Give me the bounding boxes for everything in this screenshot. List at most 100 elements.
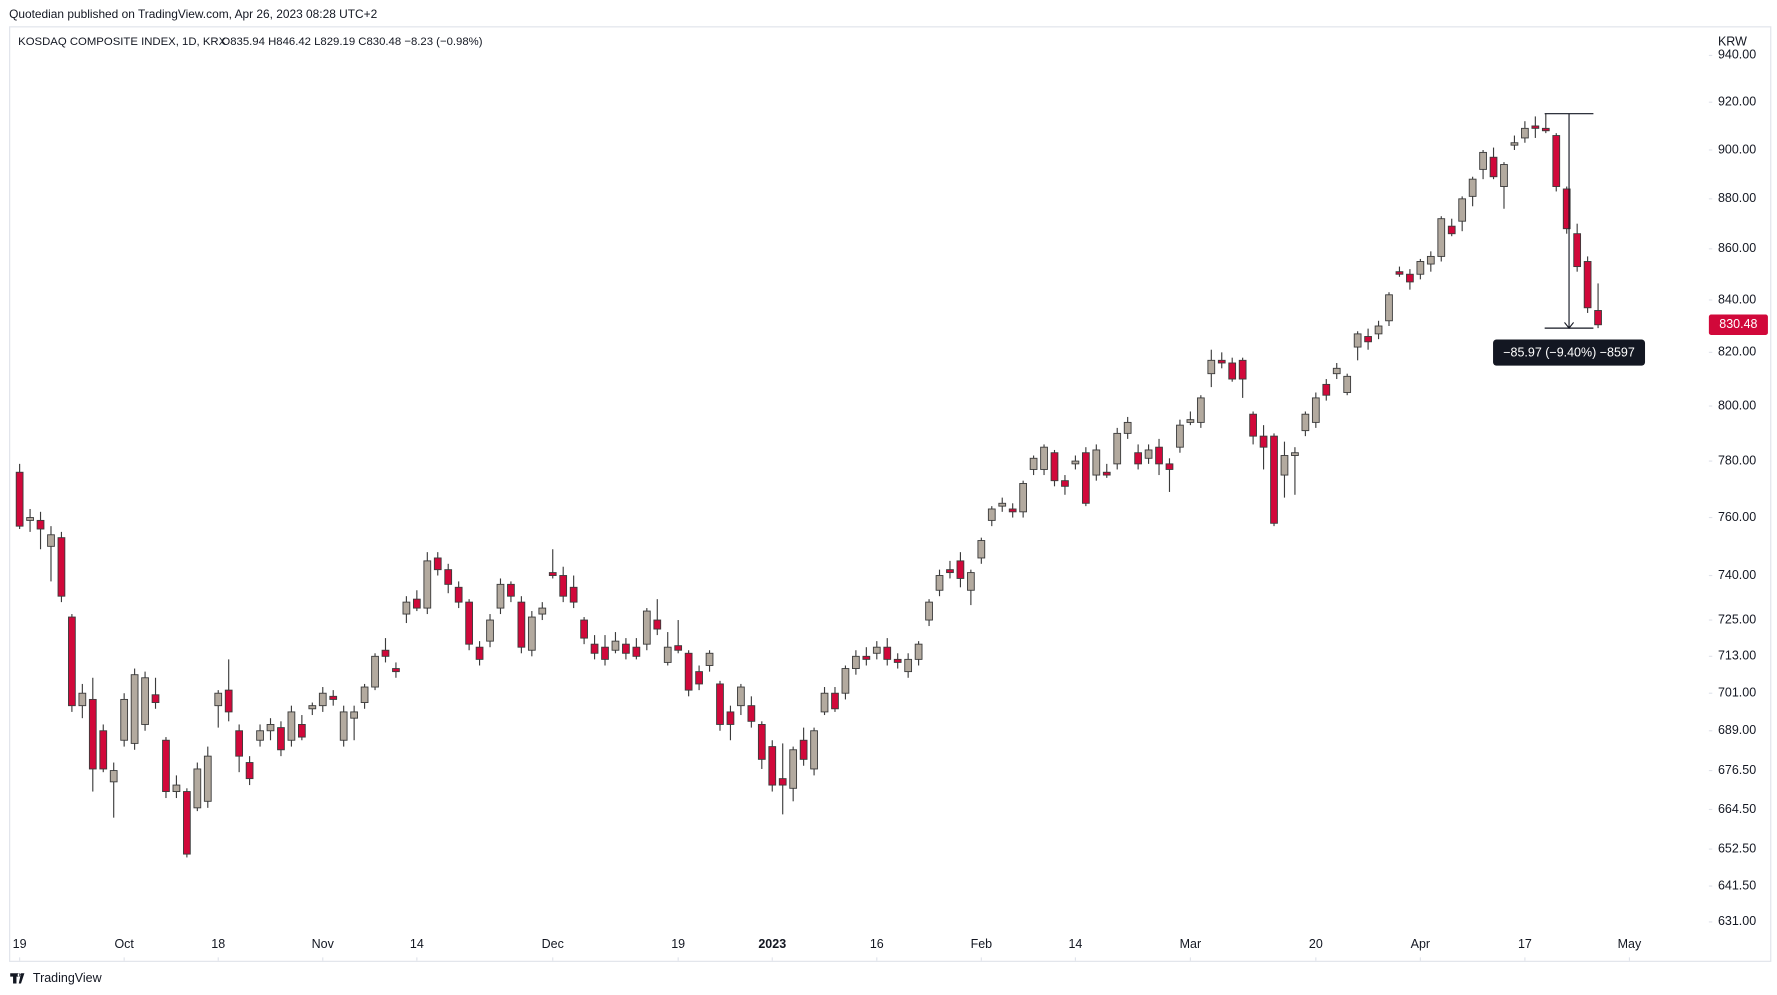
y-tick-label: 725.00 — [1718, 612, 1756, 626]
candle — [538, 602, 547, 621]
candle-body — [130, 674, 139, 744]
candle-body — [548, 572, 557, 576]
candle-body — [925, 601, 933, 621]
candle-body — [1259, 435, 1268, 448]
candle-body — [465, 601, 473, 645]
candle — [1123, 416, 1132, 439]
y-tick-label: 780.00 — [1718, 453, 1756, 467]
candle-body — [350, 711, 358, 719]
candle-body — [653, 619, 662, 630]
candle-body — [831, 692, 839, 710]
candle — [120, 693, 129, 747]
candle — [1332, 362, 1341, 380]
candle — [1364, 328, 1372, 350]
candle — [1029, 455, 1038, 476]
candle — [1500, 162, 1508, 209]
candle-body — [26, 517, 34, 521]
candle-body — [423, 560, 432, 609]
candle — [548, 549, 557, 579]
candle — [1322, 379, 1331, 401]
candle — [172, 775, 181, 799]
candle-body — [1573, 233, 1582, 268]
candle-body — [987, 508, 996, 521]
candle-body — [235, 730, 244, 757]
candle — [1458, 196, 1467, 232]
candle-body — [1500, 164, 1508, 187]
candle — [632, 638, 641, 660]
candle — [371, 653, 379, 691]
candle-body — [946, 569, 954, 574]
candle-body — [799, 739, 808, 760]
candle — [130, 668, 139, 750]
candle-body — [1426, 255, 1435, 265]
candle — [1050, 449, 1059, 487]
y-tick-label: 713.00 — [1718, 649, 1756, 663]
candle — [956, 552, 965, 588]
candle-body — [601, 646, 609, 660]
candle — [789, 746, 798, 802]
candle-body — [287, 711, 296, 741]
candle-body — [559, 575, 568, 597]
candle-body — [1113, 432, 1122, 465]
candle — [1426, 251, 1435, 272]
x-tick-label: Dec — [542, 937, 564, 951]
candle-body — [78, 692, 87, 707]
candle — [737, 683, 745, 716]
candle-body — [935, 575, 944, 591]
candle-body — [318, 692, 327, 707]
candle — [1196, 395, 1205, 428]
x-tick-label: 14 — [1068, 937, 1082, 951]
candle — [663, 632, 672, 666]
candle — [810, 727, 818, 776]
candle-body — [444, 569, 453, 585]
candle — [1113, 427, 1122, 470]
candle-body — [88, 698, 97, 770]
candle-body — [1353, 333, 1362, 348]
candle-body — [716, 683, 724, 725]
candle — [26, 508, 34, 532]
candle — [47, 526, 55, 582]
candle — [569, 575, 578, 609]
candle — [57, 531, 66, 603]
candle-body — [1332, 367, 1341, 375]
symbol-title: KOSDAQ COMPOSITE INDEX, 1D, KRX — [18, 36, 226, 48]
candle — [360, 683, 369, 709]
candle-body — [99, 730, 108, 770]
candle-body — [789, 749, 798, 789]
candle-body — [1196, 397, 1205, 423]
candle — [318, 687, 327, 712]
candle-body — [747, 705, 756, 722]
candle-body — [68, 616, 76, 707]
candle — [1134, 444, 1142, 470]
candle — [224, 659, 233, 722]
candle-body — [737, 686, 745, 707]
candle — [1102, 463, 1111, 478]
candle — [507, 581, 515, 603]
candle — [423, 552, 432, 615]
x-tick-label: Mar — [1180, 937, 1202, 951]
candle — [151, 677, 160, 709]
candle-body — [1165, 463, 1174, 470]
y-tick-label: 820.00 — [1718, 345, 1756, 359]
candle — [1238, 357, 1247, 398]
candle-body — [277, 727, 285, 751]
candle — [893, 653, 902, 669]
candle-body — [47, 534, 55, 547]
candle — [674, 620, 683, 654]
candle — [245, 756, 254, 786]
candle-body — [1343, 375, 1352, 393]
candle — [935, 569, 944, 597]
candle-body — [203, 755, 212, 802]
y-tick-label: 900.00 — [1718, 142, 1756, 156]
candle — [527, 611, 536, 657]
candle-body — [1468, 178, 1477, 197]
candle — [78, 683, 87, 719]
candle — [68, 614, 76, 712]
candle-body — [339, 711, 348, 741]
candle-body — [632, 646, 641, 657]
candle — [402, 596, 411, 624]
y-tick-label: 880.00 — [1718, 191, 1756, 205]
candle-body — [1364, 336, 1372, 343]
candle-body — [1081, 452, 1090, 504]
y-tick-label: 631.00 — [1718, 914, 1756, 928]
